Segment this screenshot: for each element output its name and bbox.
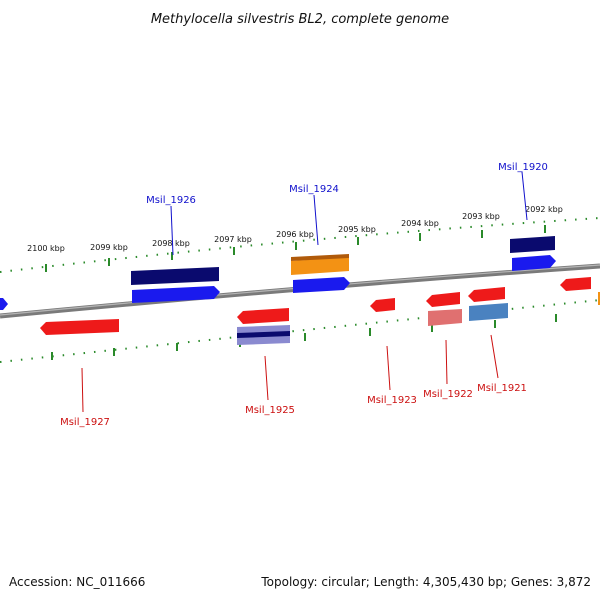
gene-feature[interactable]: [0, 298, 8, 310]
gene-feature[interactable]: [237, 331, 290, 338]
accession-text: Accession: NC_011666: [9, 575, 145, 589]
scale-dots-inner: [0, 299, 600, 363]
gene-label-msil-1926[interactable]: Msil_1926: [146, 195, 196, 206]
gene-feature[interactable]: [131, 267, 219, 285]
scale-track-outer: 2100 kbp 2099 kbp 2098 kbp 2097 kbp 2096…: [0, 205, 600, 273]
gene-label-msil-1923[interactable]: Msil_1923: [367, 395, 417, 406]
scale-dots-outer: [0, 217, 600, 273]
gene-feature[interactable]: [426, 292, 460, 307]
gene-label-msil-1925[interactable]: Msil_1925: [245, 405, 295, 416]
scale-track-inner: [0, 299, 600, 363]
gene-feature[interactable]: [291, 257, 349, 275]
gene-label-msil-1924[interactable]: Msil_1924: [289, 184, 339, 195]
leader-line: [445, 339, 448, 385]
gene-label-msil-1922[interactable]: Msil_1922: [423, 389, 473, 400]
gene-feature[interactable]: [132, 286, 220, 303]
gene-feature[interactable]: [468, 287, 505, 302]
leader-line: [313, 194, 319, 246]
gene-feature[interactable]: [512, 255, 556, 271]
gene-label-leaders: [81, 171, 528, 413]
leader-line: [81, 367, 84, 413]
scale-label: 2092 kbp: [525, 205, 563, 214]
gene-labels: Msil_1926 Msil_1924 Msil_1920 Msil_1927 …: [60, 162, 548, 428]
leader-line: [264, 355, 269, 401]
scale-label: 2098 kbp: [152, 239, 190, 248]
reverse-strand-genes: [40, 277, 591, 345]
leader-line: [170, 205, 174, 256]
gene-label-msil-1921[interactable]: Msil_1921: [477, 383, 527, 394]
gene-feature[interactable]: [291, 254, 349, 261]
leader-line: [386, 345, 391, 391]
scale-label: 2096 kbp: [276, 230, 314, 239]
gene-feature[interactable]: [293, 277, 350, 293]
genome-title: Methylocella silvestris BL2, complete ge…: [151, 12, 449, 27]
scale-label: 2093 kbp: [462, 212, 500, 221]
gene-label-msil-1927[interactable]: Msil_1927: [60, 417, 110, 428]
scale-label: 2097 kbp: [214, 235, 252, 244]
leader-line: [490, 334, 499, 379]
gene-feature[interactable]: [469, 303, 508, 321]
gene-feature[interactable]: [560, 277, 591, 291]
gene-label-msil-1920[interactable]: Msil_1920: [498, 162, 548, 173]
gene-feature[interactable]: [428, 309, 462, 326]
gene-feature[interactable]: [237, 308, 289, 324]
scale-label: 2099 kbp: [90, 243, 128, 252]
scale-label: 2094 kbp: [401, 219, 439, 228]
gene-feature[interactable]: [40, 319, 119, 335]
genome-summary-text: Topology: circular; Length: 4,305,430 bp…: [260, 575, 591, 589]
forward-strand-genes: [0, 236, 600, 310]
scale-label: 2095 kbp: [338, 225, 376, 234]
scale-label: 2100 kbp: [27, 244, 65, 253]
gene-feature[interactable]: [370, 298, 395, 312]
leader-line: [521, 171, 528, 221]
gene-feature[interactable]: [510, 236, 555, 253]
